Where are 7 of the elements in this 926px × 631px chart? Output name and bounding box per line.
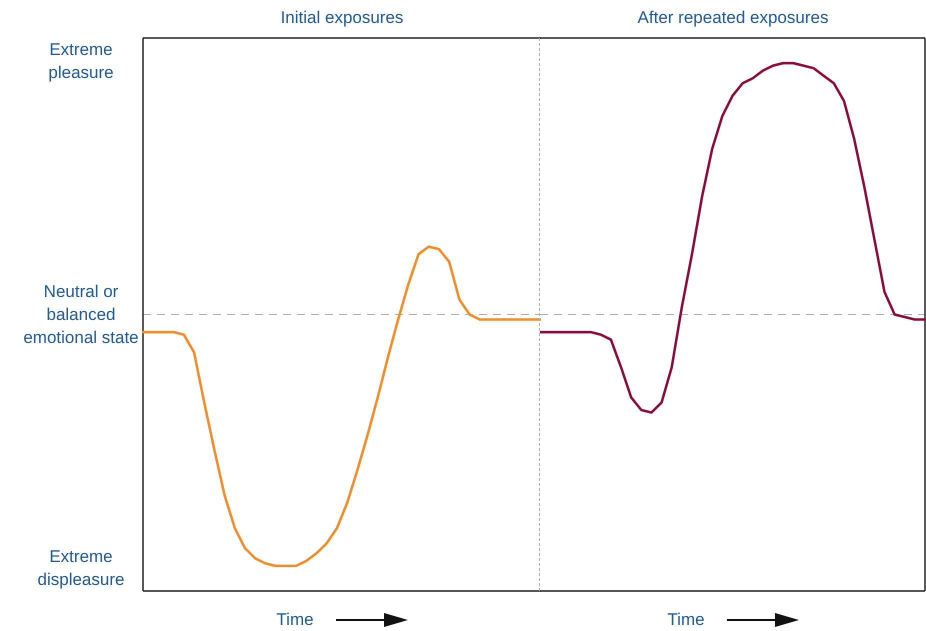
x-axis-title: Time [667,610,705,630]
text: Extreme displeasure [36,546,126,591]
chart-title: After repeated exposures [636,8,830,28]
text: Neutral or balanced emotional state [22,281,140,349]
x-axis-title: Time [276,610,314,630]
chart-title: Initial exposures [280,8,404,28]
text: Extreme pleasure [47,39,115,84]
